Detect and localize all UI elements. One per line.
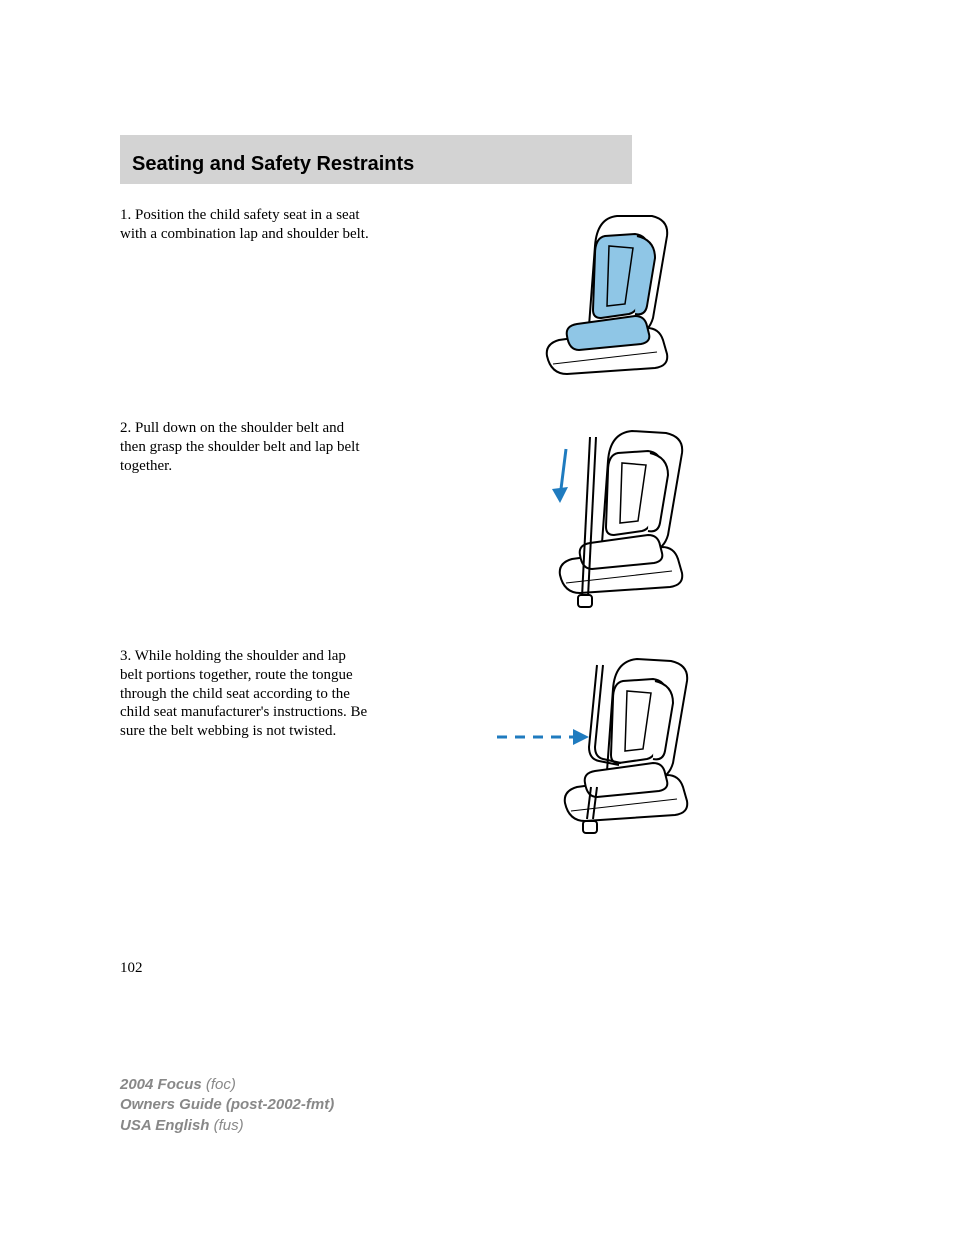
content-area: 1. Position the child safety seat in a s… xyxy=(120,206,834,847)
footer-line-3: USA English (fus) xyxy=(120,1116,334,1136)
section-header: Seating and Safety Restraints xyxy=(120,135,632,184)
footer-model-code: (foc) xyxy=(206,1076,236,1093)
footer-line-1: 2004 Focus (foc) xyxy=(120,1075,334,1095)
footer-guide: Owners Guide (post-2002-fmt) xyxy=(120,1096,334,1113)
step-1: 1. Position the child safety seat in a s… xyxy=(120,206,834,391)
step-3-figure xyxy=(380,647,834,847)
footer-lang: USA English xyxy=(120,1117,209,1134)
step-2: 2. Pull down on the shoulder belt and th… xyxy=(120,419,834,619)
footer-line-2: Owners Guide (post-2002-fmt) xyxy=(120,1095,334,1115)
shoulder-belt-pull-icon xyxy=(482,419,732,619)
footer-model: 2004 Focus xyxy=(120,1076,202,1093)
footer: 2004 Focus (foc) Owners Guide (post-2002… xyxy=(120,1075,334,1136)
child-seat-position-icon xyxy=(497,206,717,391)
section-title: Seating and Safety Restraints xyxy=(132,153,620,176)
step-2-text: 2. Pull down on the shoulder belt and th… xyxy=(120,419,380,475)
step-2-figure xyxy=(380,419,834,619)
step-3: 3. While holding the shoulder and lap be… xyxy=(120,647,834,847)
belt-route-icon xyxy=(477,647,737,847)
step-3-text: 3. While holding the shoulder and lap be… xyxy=(120,647,380,741)
step-1-figure xyxy=(380,206,834,391)
footer-lang-code: (fus) xyxy=(214,1117,244,1134)
step-1-text: 1. Position the child safety seat in a s… xyxy=(120,206,380,244)
page-number: 102 xyxy=(120,960,143,977)
